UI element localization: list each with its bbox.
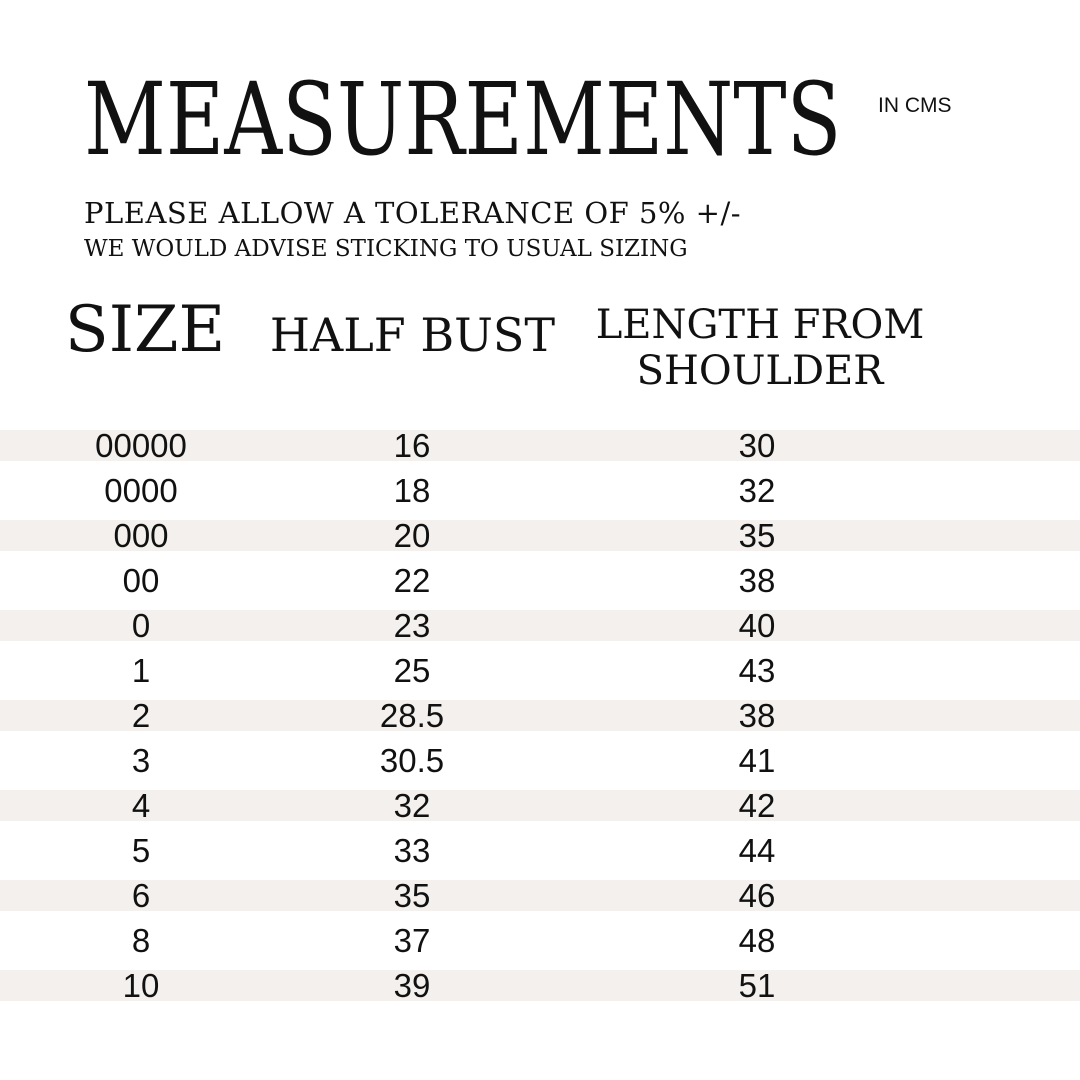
size-cell: 1 (131, 652, 151, 689)
size-cell: 8 (131, 922, 151, 959)
size-cell: 00000 (95, 427, 187, 464)
table-row: 0000 18 32 (0, 472, 1080, 509)
half-bust-cell: 39 (393, 967, 431, 1004)
size-cell: 2 (131, 697, 151, 734)
length-cell: 48 (738, 922, 776, 959)
page-title: MEASUREMENTS (84, 61, 842, 178)
table-row: 10 39 51 (0, 967, 1080, 1004)
table-row: 5 33 44 (0, 832, 1080, 869)
length-cell: 32 (738, 472, 776, 509)
size-cell: 00 (122, 562, 160, 599)
length-cell: 43 (738, 652, 776, 689)
half-bust-cell: 32 (393, 787, 431, 824)
unit-label: IN CMS (878, 94, 952, 117)
half-bust-cell: 37 (393, 922, 431, 959)
table-row: 000 20 35 (0, 517, 1080, 554)
length-cell: 40 (738, 607, 776, 644)
length-cell: 35 (738, 517, 776, 554)
half-bust-cell: 33 (393, 832, 431, 869)
half-bust-cell: 28.5 (379, 697, 445, 734)
length-cell: 44 (738, 832, 776, 869)
half-bust-cell: 35 (393, 877, 431, 914)
size-cell: 4 (131, 787, 151, 824)
length-cell: 41 (738, 742, 776, 779)
sizing-advice: WE WOULD ADVISE STICKING TO USUAL SIZING (84, 236, 688, 262)
size-cell: 000 (113, 517, 169, 554)
half-bust-cell: 25 (393, 652, 431, 689)
table-row: 1 25 43 (0, 652, 1080, 689)
table-row: 3 30.5 41 (0, 742, 1080, 779)
size-cell: 5 (131, 832, 151, 869)
table-row: 00 22 38 (0, 562, 1080, 599)
size-cell: 0000 (104, 472, 178, 509)
half-bust-cell: 23 (393, 607, 431, 644)
table-row: 2 28.5 38 (0, 697, 1080, 734)
size-cell: 0 (131, 607, 151, 644)
table-row: 4 32 42 (0, 787, 1080, 824)
length-cell: 51 (738, 967, 776, 1004)
half-bust-cell: 20 (393, 517, 431, 554)
column-header-length: LENGTH FROM SHOULDER (595, 302, 925, 394)
size-cell: 6 (131, 877, 151, 914)
size-cell: 10 (122, 967, 160, 1004)
length-cell: 30 (738, 427, 776, 464)
tolerance-note: PLEASE ALLOW A TOLERANCE OF 5% +/- (84, 196, 742, 230)
half-bust-cell: 16 (393, 427, 431, 464)
half-bust-cell: 30.5 (379, 742, 445, 779)
size-cell: 3 (131, 742, 151, 779)
column-header-size: SIZE (64, 293, 226, 367)
half-bust-cell: 22 (393, 562, 431, 599)
half-bust-cell: 18 (393, 472, 431, 509)
length-cell: 38 (738, 562, 776, 599)
length-cell: 46 (738, 877, 776, 914)
table-row: 6 35 46 (0, 877, 1080, 914)
column-header-half-bust: HALF BUST (269, 308, 556, 362)
length-cell: 42 (738, 787, 776, 824)
table-row: 8 37 48 (0, 922, 1080, 959)
table-row: 0 23 40 (0, 607, 1080, 644)
length-cell: 38 (738, 697, 776, 734)
table-row: 00000 16 30 (0, 427, 1080, 464)
